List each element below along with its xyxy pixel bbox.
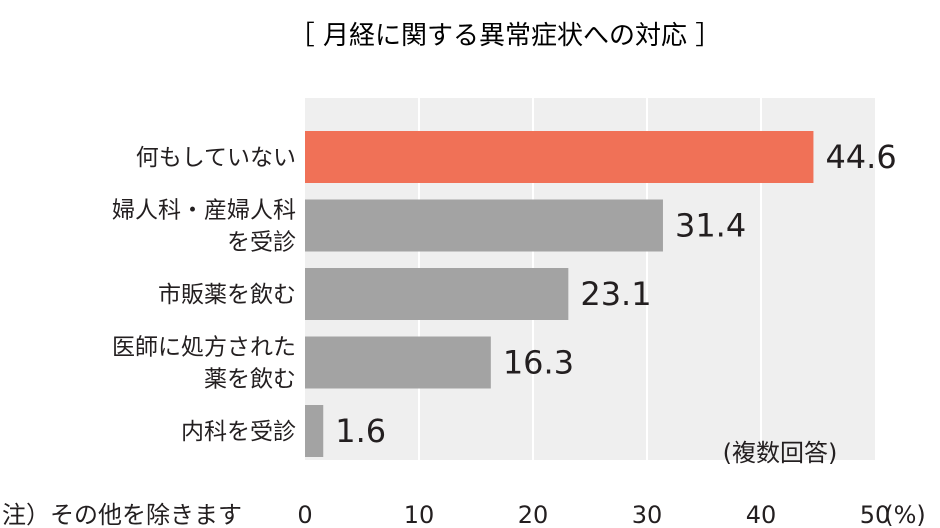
value-label: 31.4 <box>675 207 746 245</box>
x-tick-label: 40 <box>746 501 777 528</box>
category-label: 薬を飲む <box>204 367 296 393</box>
category-labels: 何もしていない婦人科・産婦人科を受診市販薬を飲む医師に処方された薬を飲む内科を受… <box>112 145 296 445</box>
x-tick-label: 0 <box>297 501 312 528</box>
footnote: 注）その他を除きます <box>2 501 242 528</box>
x-tick-label: 50 <box>860 501 891 528</box>
category-label: 医師に処方された <box>112 335 296 361</box>
category-label: 婦人科・産婦人科 <box>112 198 296 224</box>
value-label: 44.6 <box>825 138 896 176</box>
category-label: を受診 <box>227 230 296 256</box>
bar <box>305 131 814 183</box>
x-tick-label: 20 <box>518 501 549 528</box>
category-label: 市販薬を飲む <box>158 282 296 308</box>
x-axis-unit: (%) <box>884 501 926 528</box>
value-label: 23.1 <box>580 275 651 313</box>
bar <box>305 405 324 457</box>
value-labels: 44.6 31.4 23.116.3 1.6 <box>335 138 896 450</box>
chart-title: ［ 月経に関する異常症状への対応 ］ <box>289 21 722 51</box>
x-tick-label: 10 <box>404 501 435 528</box>
bar <box>305 199 663 252</box>
x-axis-ticks: 0 10 20 30 40 50 <box>297 501 890 528</box>
bar <box>305 336 491 389</box>
multiple-answer-note: (複数回答) <box>723 439 838 467</box>
category-label: 何もしていない <box>136 145 296 171</box>
value-label: 1.6 <box>335 412 386 450</box>
x-tick-label: 30 <box>632 501 663 528</box>
category-label: 内科を受診 <box>181 419 296 445</box>
bars <box>305 131 814 457</box>
value-label: 16.3 <box>503 344 574 382</box>
bar <box>305 268 569 320</box>
